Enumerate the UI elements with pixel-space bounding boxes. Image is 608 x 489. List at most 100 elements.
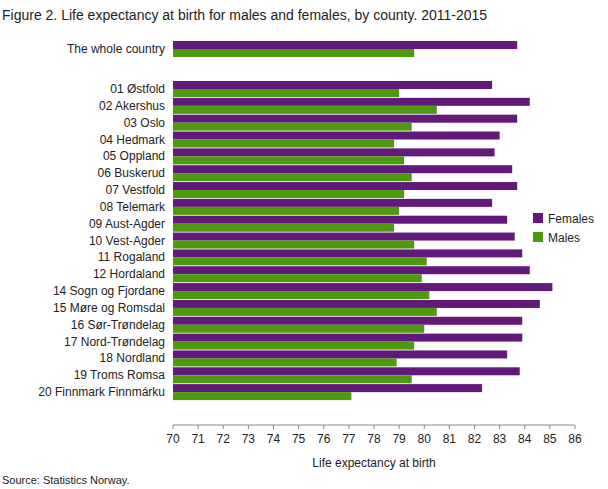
category-label: 09 Aust-Agder xyxy=(89,217,165,231)
category-label: 12 Hordaland xyxy=(93,267,165,281)
bar xyxy=(173,342,414,350)
category-label: 04 Hedmark xyxy=(100,133,166,147)
bar xyxy=(173,123,412,131)
x-tick xyxy=(298,425,299,429)
x-tick-label: 75 xyxy=(292,432,306,446)
bar xyxy=(173,325,424,333)
category-label: 05 Oppland xyxy=(103,149,165,163)
x-tick xyxy=(374,425,375,429)
bar xyxy=(173,266,530,274)
x-tick xyxy=(273,425,274,429)
x-tick xyxy=(424,425,425,429)
x-tick-label: 74 xyxy=(267,432,281,446)
bar xyxy=(173,148,495,156)
x-tick xyxy=(198,425,199,429)
bar xyxy=(173,308,437,316)
x-tick xyxy=(524,425,525,429)
x-tick-label: 81 xyxy=(443,432,457,446)
x-tick-label: 76 xyxy=(317,432,331,446)
bar xyxy=(173,233,515,241)
x-tick xyxy=(173,425,174,429)
title: Figure 2. Life expectancy at birth for m… xyxy=(2,7,487,23)
category-label: 11 Rogaland xyxy=(98,250,165,264)
category-label: 20 Finnmark Finnmárku xyxy=(38,385,165,399)
category-label: 15 Møre og Romsdal xyxy=(53,301,165,315)
bar xyxy=(173,358,397,366)
x-tick xyxy=(223,425,224,429)
bar xyxy=(173,156,404,164)
bar xyxy=(173,106,437,114)
x-tick xyxy=(323,425,324,429)
legend-label: Females xyxy=(548,212,594,226)
category-label: 14 Sogn og Fjordane xyxy=(53,284,165,298)
bar xyxy=(173,173,412,181)
bar xyxy=(173,224,394,232)
bar xyxy=(173,199,492,207)
x-tick xyxy=(499,425,500,429)
category-label: 10 Vest-Agder xyxy=(89,234,165,248)
legend-swatch xyxy=(533,213,543,223)
bar xyxy=(173,49,414,57)
category-label: 18 Nordland xyxy=(100,351,165,365)
bar xyxy=(173,165,512,173)
x-axis-label: Life expectancy at birth xyxy=(312,456,435,470)
x-tick-label: 70 xyxy=(166,432,180,446)
bar xyxy=(173,249,522,257)
x-tick xyxy=(348,425,349,429)
x-tick-label: 79 xyxy=(392,432,406,446)
category-label: 19 Troms Romsa xyxy=(74,368,166,382)
x-tick xyxy=(474,425,475,429)
category-label: The whole country xyxy=(67,42,165,56)
legend-label: Males xyxy=(548,231,580,245)
bar xyxy=(173,140,394,148)
legend: Females Males xyxy=(533,212,594,245)
x-tick xyxy=(549,425,550,429)
source: Source: Statistics Norway. xyxy=(2,474,130,486)
bars xyxy=(173,41,552,400)
x-tick-label: 80 xyxy=(418,432,432,446)
bar xyxy=(173,384,482,392)
bar xyxy=(173,190,404,198)
x-tick-label: 77 xyxy=(342,432,356,446)
category-label: 16 Sør-Trøndelag xyxy=(71,318,165,332)
category-label: 08 Telemark xyxy=(100,200,166,214)
x-tick xyxy=(449,425,450,429)
x-tick-label: 82 xyxy=(468,432,482,446)
bar xyxy=(173,182,517,190)
bar xyxy=(173,317,522,325)
bar xyxy=(173,241,414,249)
bar xyxy=(173,367,520,375)
bar xyxy=(173,291,429,299)
legend-swatch xyxy=(533,232,543,242)
x-tick-label: 72 xyxy=(217,432,231,446)
x-tick-label: 84 xyxy=(518,432,532,446)
category-label: 07 Vestfold xyxy=(106,183,165,197)
x-tick xyxy=(575,425,576,429)
category-label: 01 Østfold xyxy=(110,82,165,96)
category-label: 03 Oslo xyxy=(124,116,166,130)
bar xyxy=(173,283,552,291)
x-tick-label: 71 xyxy=(191,432,205,446)
bar xyxy=(173,257,427,265)
bar xyxy=(173,89,399,97)
x-tick-label: 73 xyxy=(242,432,256,446)
bar xyxy=(173,81,492,89)
bar xyxy=(173,274,422,282)
x-tick-label: 83 xyxy=(493,432,507,446)
bar xyxy=(173,392,351,400)
bar xyxy=(173,41,517,49)
category-label: 06 Buskerud xyxy=(98,166,165,180)
bar xyxy=(173,375,412,383)
x-tick xyxy=(399,425,400,429)
bar xyxy=(173,132,500,140)
x-tick-label: 78 xyxy=(367,432,381,446)
bar xyxy=(173,300,540,308)
category-label: 02 Akershus xyxy=(99,99,165,113)
category-label: 17 Nord-Trøndelag xyxy=(64,335,165,349)
chart: Figure 2. Life expectancy at birth for m… xyxy=(0,0,608,489)
bar xyxy=(173,98,530,106)
bar xyxy=(173,216,507,224)
x-tick xyxy=(248,425,249,429)
x-tick-label: 85 xyxy=(543,432,557,446)
bar xyxy=(173,334,522,342)
